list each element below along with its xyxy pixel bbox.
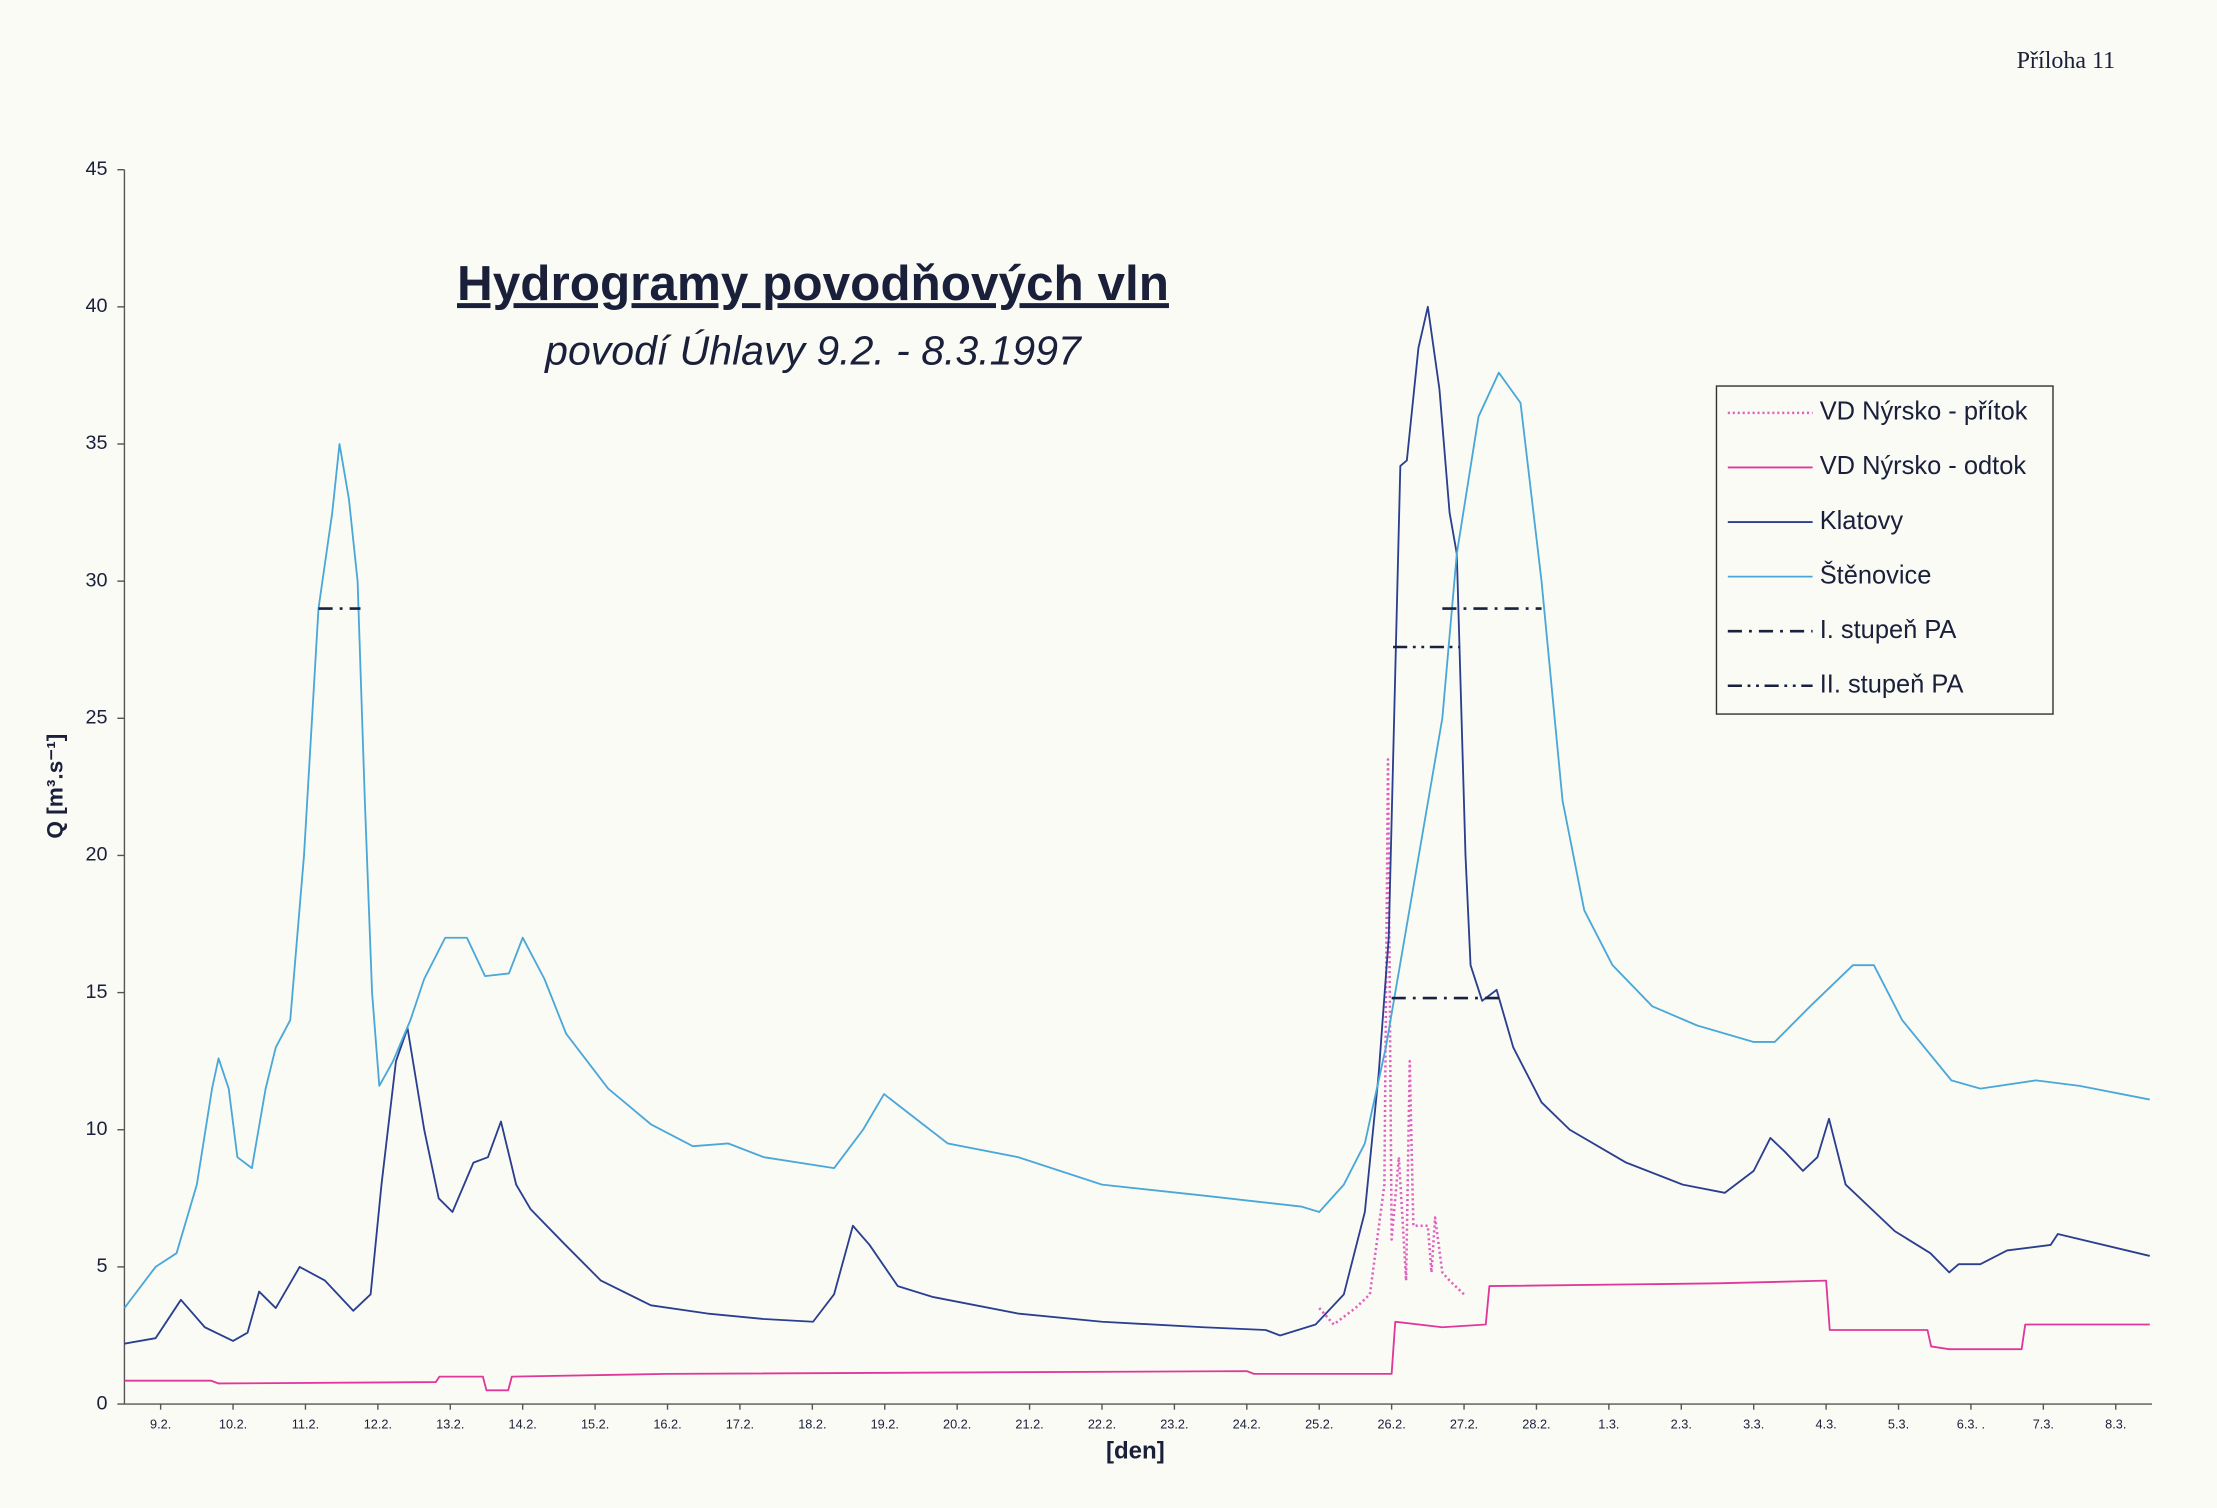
y-tick-label: 20 bbox=[85, 844, 107, 866]
chart-title: Hydrogramy povodňových vln bbox=[457, 256, 1169, 311]
x-tick-label: 1.3. bbox=[1598, 1417, 1619, 1432]
y-tick-label: 30 bbox=[85, 569, 107, 591]
series-line bbox=[124, 305, 2150, 1345]
page-label: Příloha 11 bbox=[2017, 48, 2116, 74]
x-tick-label: 14.2. bbox=[509, 1417, 537, 1432]
x-tick-label: 17.2. bbox=[726, 1417, 754, 1432]
x-tick-label: 22.2. bbox=[1088, 1417, 1116, 1432]
y-tick-label: 40 bbox=[85, 295, 107, 317]
x-tick-label: 13.2. bbox=[436, 1417, 464, 1432]
legend-label: I. stupeň PA bbox=[1820, 616, 1957, 644]
y-tick-label: 15 bbox=[85, 981, 107, 1003]
legend-label: Štěnovice bbox=[1820, 560, 1932, 589]
x-tick-label: 12.2. bbox=[364, 1417, 392, 1432]
legend-label: II. stupeň PA bbox=[1820, 670, 1964, 698]
x-tick-label: 27.2. bbox=[1450, 1417, 1478, 1432]
series-line bbox=[123, 371, 2150, 1309]
y-tick-label: 10 bbox=[85, 1118, 107, 1140]
x-tick-label: 4.3. bbox=[1815, 1417, 1836, 1432]
y-axis-label: Q [m³.s⁻¹] bbox=[43, 734, 68, 839]
x-tick-label: 10.2. bbox=[219, 1417, 247, 1432]
x-tick-label: 18.2. bbox=[798, 1417, 826, 1432]
x-tick-label: 5.3. bbox=[1888, 1417, 1909, 1432]
x-tick-label: 2.3. bbox=[1671, 1417, 1692, 1432]
y-tick-label: 5 bbox=[96, 1255, 107, 1277]
y-tick-label: 35 bbox=[85, 432, 107, 454]
x-tick-label: 16.2. bbox=[653, 1417, 681, 1432]
x-tick-label: 6.3. . bbox=[1957, 1417, 1985, 1432]
x-tick-label: 11.2. bbox=[292, 1417, 319, 1432]
legend-label: VD Nýrsko - odtok bbox=[1820, 452, 2027, 480]
legend-label: Klatovy bbox=[1820, 507, 1904, 535]
x-tick-label: 24.2. bbox=[1233, 1417, 1261, 1432]
legend-label: VD Nýrsko - přítok bbox=[1820, 398, 2028, 426]
y-tick-label: 25 bbox=[85, 707, 107, 729]
x-tick-label: 26.2. bbox=[1377, 1417, 1405, 1432]
x-tick-label: 23.2. bbox=[1160, 1417, 1188, 1432]
legend-box bbox=[1715, 385, 2054, 715]
y-tick-label: 0 bbox=[96, 1392, 107, 1414]
x-tick-label: 8.3. bbox=[2105, 1417, 2126, 1432]
chart-subtitle: povodí Úhlavy 9.2. - 8.3.1997 bbox=[543, 327, 1083, 373]
x-tick-label: 9.2. bbox=[150, 1417, 171, 1432]
x-tick-label: 28.2. bbox=[1522, 1417, 1550, 1432]
x-tick-label: 15.2. bbox=[581, 1417, 609, 1432]
x-axis-label: [den] bbox=[1106, 1437, 1165, 1464]
y-tick-label: 45 bbox=[85, 158, 107, 180]
series-line bbox=[124, 1279, 2150, 1392]
x-tick-label: 21.2. bbox=[1015, 1417, 1043, 1432]
x-tick-label: 3.3. bbox=[1743, 1417, 1764, 1432]
x-tick-label: 20.2. bbox=[943, 1417, 971, 1432]
x-tick-label: 7.3. bbox=[2033, 1417, 2054, 1432]
x-tick-label: 25.2. bbox=[1305, 1417, 1333, 1432]
x-tick-label: 19.2. bbox=[871, 1417, 899, 1432]
